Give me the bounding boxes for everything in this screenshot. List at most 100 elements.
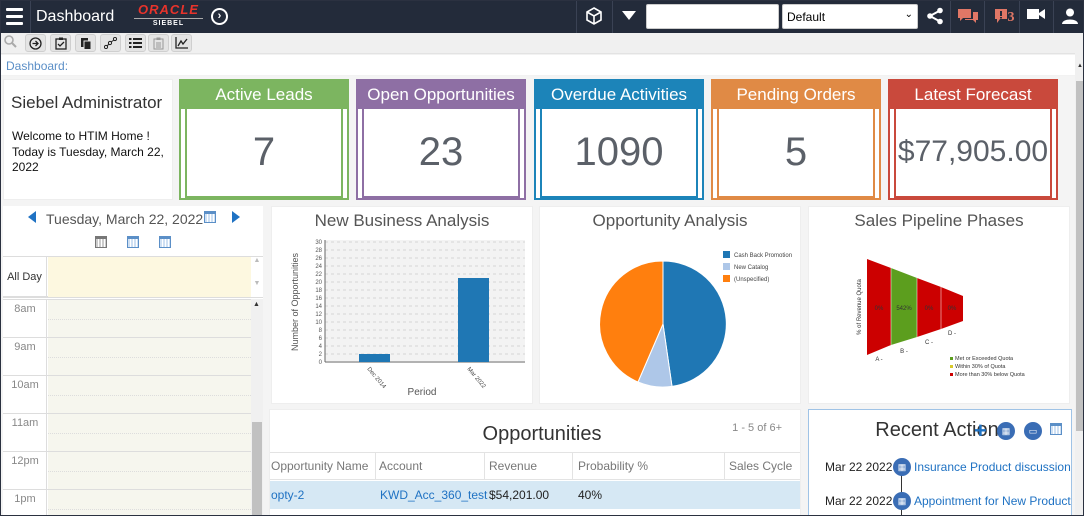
kpi-value: 23 — [362, 109, 520, 198]
tasks-icon[interactable] — [50, 34, 71, 52]
funnel-chart: 0% 542% 0% 0% A - B - C - D - % of Revenue Quo… — [857, 259, 1026, 378]
query-select[interactable]: Default ⌄ — [782, 4, 918, 29]
new-appointment-icon[interactable]: ▭ — [1024, 422, 1042, 440]
col-probability[interactable]: Probability % — [577, 453, 725, 479]
page-scrollbar[interactable]: ▲ — [1075, 33, 1083, 515]
svg-text:26: 26 — [315, 256, 322, 262]
action-link[interactable]: Insurance Product discussion — [914, 460, 1071, 474]
svg-text:4: 4 — [319, 344, 323, 350]
time-slot[interactable] — [48, 338, 251, 376]
activity-icon: ▦ — [893, 492, 911, 510]
search-input[interactable] — [646, 4, 779, 29]
new-business-chart-panel: New Business Analysis 0 2 4 6 8 10 12 14 16 18 20 2… — [271, 206, 533, 404]
scrollbar-thumb[interactable] — [1076, 81, 1083, 431]
breadcrumb[interactable]: Dashboard: — [6, 59, 69, 73]
kpi-active-leads[interactable]: Active Leads 7 — [179, 79, 349, 200]
calendar-nav: Tuesday, March 22, 2022 — [3, 206, 263, 256]
go-to-icon[interactable] — [25, 34, 46, 52]
table-row[interactable]: opty-2 KWD_Acc_360_test $54,201.00 40% — [270, 481, 800, 509]
menu-icon[interactable] — [6, 8, 23, 25]
month-view-icon[interactable] — [159, 236, 171, 248]
record-count: 1 - 5 of 6+ — [732, 422, 782, 434]
scrollbar-thumb[interactable] — [252, 422, 262, 515]
week-view-icon[interactable] — [127, 236, 139, 248]
time-label: 10am — [11, 379, 39, 391]
action-link[interactable]: Appointment for New Product — [914, 494, 1071, 508]
notes-icon[interactable] — [148, 34, 169, 52]
dropdown-icon[interactable] — [619, 7, 639, 27]
video-icon[interactable] — [1026, 7, 1046, 27]
calendar-scrollbar[interactable]: ▲ — [251, 299, 263, 515]
go-icon[interactable]: › — [211, 8, 228, 25]
svg-text:More than 30% below Quota: More than 30% below Quota — [955, 372, 1026, 378]
opportunity-name-link[interactable]: opty-2 — [271, 488, 305, 502]
svg-text:12: 12 — [315, 312, 322, 318]
clipboard-copy-icon[interactable] — [75, 34, 96, 52]
divider — [950, 1, 951, 33]
divider — [612, 1, 613, 33]
svg-text:Met or Exceeded Quota: Met or Exceeded Quota — [955, 356, 1014, 362]
new-activity-icon[interactable]: ▦ — [997, 422, 1015, 440]
next-day-button[interactable] — [232, 211, 240, 223]
svg-text:Dec 2014: Dec 2014 — [365, 366, 387, 390]
slice-cash-back — [662, 260, 727, 387]
col-sales-cycle[interactable]: Sales Cycle — [729, 459, 793, 473]
revenue-cell: $54,201.00 — [489, 488, 550, 502]
breadcrumb-bar: Dashboard: — [1, 55, 1075, 75]
opportunities-title: Opportunities — [482, 423, 602, 445]
kpi-label: Active Leads — [181, 81, 347, 109]
time-slot[interactable] — [48, 300, 251, 338]
alert-icon[interactable]: 3 — [990, 7, 1018, 27]
logo-oracle: ORACLE — [138, 2, 199, 17]
recent-action-item[interactable]: Mar 22 2022 ▦ Insurance Product discussi… — [809, 458, 1071, 478]
kpi-pending-orders[interactable]: Pending Orders 5 — [711, 79, 881, 200]
kpi-label: Pending Orders — [713, 81, 879, 109]
divider — [1019, 1, 1020, 33]
time-slot[interactable] — [48, 414, 251, 452]
toolbar — [1, 33, 1075, 54]
chat-icon[interactable] — [957, 7, 978, 27]
time-slot[interactable] — [48, 452, 251, 490]
kpi-overdue-activities[interactable]: Overdue Activities 1090 — [534, 79, 704, 200]
date-picker-icon[interactable] — [204, 211, 216, 223]
all-day-label: All Day — [3, 257, 47, 297]
account-link[interactable]: KWD_Acc_360_test — [380, 488, 488, 502]
col-account[interactable]: Account — [378, 453, 485, 479]
chart-icon[interactable] — [171, 34, 192, 52]
user-icon[interactable] — [1060, 7, 1080, 27]
add-icon[interactable]: + — [974, 418, 987, 443]
svg-text:2: 2 — [319, 352, 323, 358]
kpi-value: 1090 — [540, 109, 698, 198]
query-select-value: Default — [787, 10, 826, 24]
all-day-area[interactable] — [48, 257, 251, 297]
kpi-label: Open Opportunities — [358, 81, 524, 109]
svg-text:30: 30 — [315, 240, 322, 246]
cube-icon[interactable] — [584, 7, 604, 27]
search-icon[interactable] — [4, 35, 17, 51]
chart-title: Sales Pipeline Phases — [854, 211, 1024, 230]
time-slot[interactable] — [48, 490, 251, 515]
kpi-open-opportunities[interactable]: Open Opportunities 23 — [356, 79, 526, 200]
share-icon[interactable] — [925, 7, 945, 27]
action-date: Mar 22 2022 — [825, 460, 893, 474]
kpi-value: 7 — [185, 109, 343, 198]
all-day-scrollbar[interactable]: ▲ ▼ — [251, 257, 263, 297]
day-view-icon[interactable] — [95, 236, 107, 248]
kpi-latest-forecast[interactable]: Latest Forecast $77,905.00 — [888, 79, 1058, 200]
list-icon[interactable] — [125, 34, 146, 52]
workflow-icon[interactable] — [100, 34, 121, 52]
calendar-icon[interactable] — [1050, 423, 1062, 435]
svg-text:10: 10 — [315, 320, 322, 326]
prev-day-button[interactable] — [28, 211, 36, 223]
time-label: 9am — [14, 341, 36, 353]
recent-action-item[interactable]: Mar 22 2022 ▦ Appointment for New Produc… — [809, 492, 1071, 512]
svg-text:B -: B - — [900, 349, 908, 355]
col-revenue[interactable]: Revenue — [488, 453, 573, 479]
welcome-panel: Siebel Administrator Welcome to HTIM Hom… — [3, 79, 173, 200]
time-label: 1pm — [14, 493, 36, 505]
chevron-down-icon: ⌄ — [904, 9, 913, 20]
col-opportunity-name[interactable]: Opportunity Name — [270, 453, 376, 479]
time-slot[interactable] — [48, 376, 251, 414]
divider — [1053, 1, 1054, 33]
